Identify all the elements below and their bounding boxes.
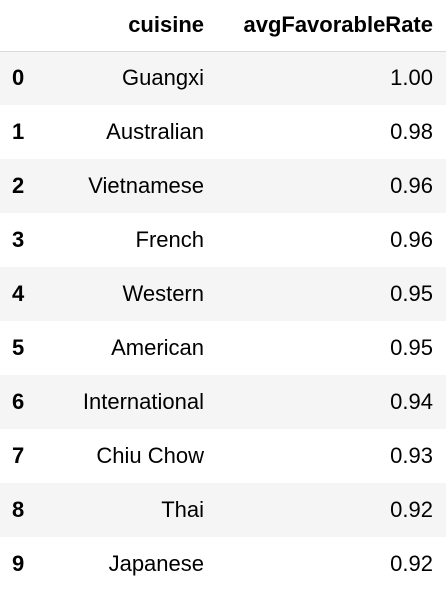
table-row: 7 Chiu Chow 0.93 <box>0 429 446 483</box>
cell-cuisine: Western <box>122 281 204 306</box>
table-row: 6 International 0.94 <box>0 375 446 429</box>
table-row: 2 Vietnamese 0.96 <box>0 159 446 213</box>
cell-avg-favorable-rate: 0.92 <box>390 497 433 522</box>
row-index: 5 <box>12 335 25 360</box>
header-index <box>0 0 44 51</box>
cell-cuisine: Australian <box>106 119 204 144</box>
cell-cuisine: International <box>82 389 204 414</box>
row-index: 9 <box>12 551 25 576</box>
row-index: 6 <box>12 389 25 414</box>
cell-avg-favorable-rate: 0.95 <box>390 281 433 306</box>
row-index: 7 <box>12 443 25 468</box>
row-index: 8 <box>12 497 25 522</box>
cell-cuisine: Chiu Chow <box>96 443 204 468</box>
table-body: 0 Guangxi 1.00 1 Australian 0.98 2 Vietn… <box>0 51 446 591</box>
cell-avg-favorable-rate: 0.93 <box>390 443 433 468</box>
cell-avg-favorable-rate: 0.95 <box>390 335 433 360</box>
header-row: cuisine avgFavorableRate <box>0 0 446 51</box>
cell-avg-favorable-rate: 1.00 <box>390 65 433 91</box>
table-row: 0 Guangxi 1.00 <box>0 51 446 105</box>
header-avg-favorable-rate: avgFavorableRate <box>243 12 433 38</box>
cell-cuisine: American <box>111 335 204 360</box>
row-index: 3 <box>12 227 25 252</box>
table-header: cuisine avgFavorableRate <box>0 0 446 51</box>
table-row: 3 French 0.96 <box>0 213 446 267</box>
table-row: 5 American 0.95 <box>0 321 446 375</box>
row-index: 2 <box>12 173 25 198</box>
table-row: 9 Japanese 0.92 <box>0 537 446 591</box>
cell-avg-favorable-rate: 0.92 <box>390 551 433 576</box>
cell-avg-favorable-rate: 0.94 <box>390 389 433 414</box>
cell-cuisine: Thai <box>161 497 204 522</box>
row-index: 4 <box>12 281 25 306</box>
header-cuisine: cuisine <box>128 12 204 38</box>
cell-cuisine: Vietnamese <box>88 173 204 198</box>
cell-cuisine: Guangxi <box>122 65 204 91</box>
row-index: 0 <box>12 65 25 91</box>
cell-cuisine: French <box>135 227 204 252</box>
table-row: 8 Thai 0.92 <box>0 483 446 537</box>
cell-avg-favorable-rate: 0.98 <box>390 119 433 144</box>
cell-avg-favorable-rate: 0.96 <box>390 227 433 252</box>
row-index: 1 <box>12 119 25 144</box>
cell-cuisine: Japanese <box>108 551 204 576</box>
cell-avg-favorable-rate: 0.96 <box>390 173 433 198</box>
table-row: 1 Australian 0.98 <box>0 105 446 159</box>
table-row: 4 Western 0.95 <box>0 267 446 321</box>
